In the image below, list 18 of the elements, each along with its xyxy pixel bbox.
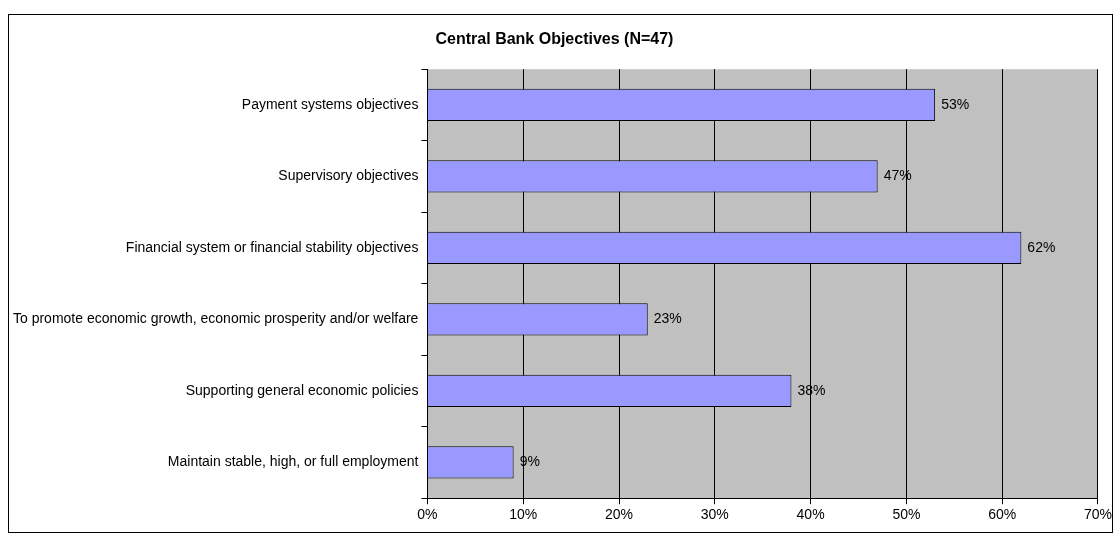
y-tick-label: Payment systems objectives (241, 95, 419, 112)
x-tick-label: 50% (892, 506, 921, 523)
x-tick-label: 10% (509, 506, 538, 523)
data-label: 23% (653, 310, 682, 327)
chart-title: Central Bank Objectives (N=47) (435, 30, 674, 48)
y-tick-label: Supporting general economic policies (185, 381, 419, 398)
x-tick-label: 40% (796, 506, 825, 523)
y-tick-label: To promote economic growth, economic prosperity and/or welfare (12, 310, 419, 327)
x-tick-label: 60% (988, 506, 1017, 523)
data-label: 62% (1027, 238, 1056, 255)
x-tick-label: 70% (1083, 506, 1113, 523)
data-label: 53% (941, 95, 970, 112)
y-tick-label: Maintain stable, high, or full employment (167, 453, 419, 470)
x-tick-label: 0% (417, 506, 438, 523)
y-tick-label: Financial system or financial stability objectives (125, 238, 419, 255)
y-tick-label: Supervisory objectives (278, 167, 419, 184)
x-tick-label: 30% (700, 506, 729, 523)
x-tick-label: 20% (604, 506, 634, 523)
